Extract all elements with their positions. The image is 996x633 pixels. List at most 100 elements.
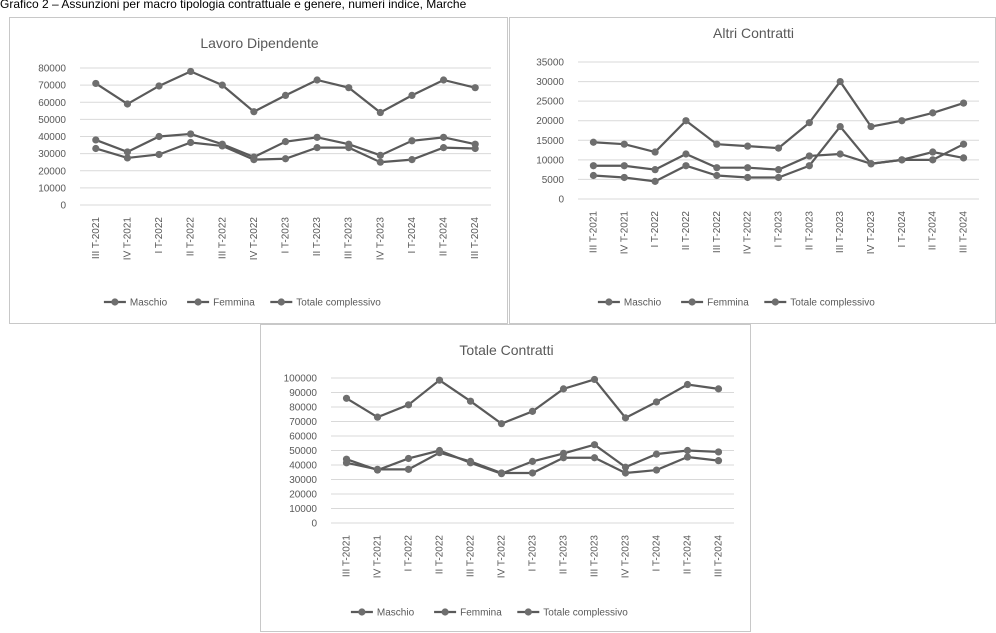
- data-point-femmina: [342, 459, 351, 467]
- data-point-maschio: [929, 156, 937, 164]
- data-point-totale-complessivo: [187, 67, 195, 76]
- y-tick-label: 70000: [38, 81, 66, 92]
- data-point-totale-complessivo: [250, 108, 258, 116]
- data-point-femmina: [682, 150, 690, 158]
- legend-label-femmina: Femmina: [460, 608, 502, 619]
- y-tick-label: 80000: [289, 403, 317, 414]
- y-tick-label: 0: [60, 201, 66, 212]
- data-point-totale-complessivo: [713, 140, 721, 148]
- figure-caption: Grafico 2 – Assunzioni per macro tipolog…: [0, 0, 467, 11]
- data-point-femmina: [744, 164, 752, 172]
- x-tick-label: III T-2022: [712, 211, 723, 254]
- legend-label-femmina: Femmina: [213, 298, 255, 309]
- data-point-femmina: [313, 144, 321, 152]
- data-point-totale-complessivo: [373, 413, 382, 421]
- data-point-maschio: [590, 441, 599, 449]
- x-tick-label: II T-2023: [804, 211, 815, 251]
- y-tick-label: 20000: [38, 166, 66, 177]
- data-point-totale-complessivo: [929, 109, 937, 117]
- x-tick-label: II T-2024: [683, 535, 694, 575]
- x-tick-label: I T-2022: [404, 535, 415, 572]
- y-tick-label: 0: [311, 519, 317, 530]
- chart-svg: Altri Contratti 0 5000 10000 15000 20000 25000…: [536, 25, 979, 309]
- data-point-maschio: [774, 173, 783, 182]
- data-point-femmina: [435, 449, 444, 457]
- x-tick-label: IV T-2021: [619, 211, 630, 255]
- data-point-femmina: [376, 158, 384, 166]
- x-tick-label: I T-2022: [154, 217, 165, 254]
- legend-marker-femmina: [441, 608, 449, 616]
- data-point-femmina: [683, 453, 692, 461]
- x-tick-label: IV T-2023: [621, 535, 632, 579]
- data-point-totale-complessivo: [376, 108, 384, 117]
- data-point-maschio: [187, 130, 195, 138]
- data-point-totale-complessivo: [345, 84, 353, 92]
- legend-marker-femmina: [194, 298, 202, 306]
- series-line-totale-complessivo: [345, 378, 719, 425]
- data-point-femmina: [651, 166, 659, 174]
- y-tick-label: 10000: [536, 155, 564, 166]
- y-tick-label: 20000: [536, 116, 564, 127]
- data-point-totale-complessivo: [744, 142, 752, 150]
- x-tick-label: II T-2022: [681, 211, 692, 251]
- data-point-totale-complessivo: [218, 81, 226, 89]
- data-point-femmina: [439, 144, 448, 152]
- data-point-totale-complessivo: [497, 420, 506, 428]
- data-point-totale-complessivo: [92, 79, 100, 88]
- data-point-totale-complessivo: [123, 100, 132, 108]
- data-point-femmina: [528, 469, 537, 477]
- y-tick-label: 50000: [289, 446, 317, 457]
- legend-label-maschio: Maschio: [624, 298, 662, 309]
- data-point-maschio: [155, 132, 163, 141]
- y-tick-label: 60000: [289, 432, 317, 443]
- data-point-totale-complessivo: [620, 140, 628, 148]
- data-point-totale-complessivo: [621, 414, 630, 422]
- chart-lavoro-dipendente: Lavoro Dipendente 0 10000 20000 30000 40000 50…: [9, 17, 508, 324]
- data-point-maschio: [836, 122, 844, 131]
- x-tick-label: IV T-2022: [743, 211, 754, 255]
- x-tick-label: IV T-2021: [373, 535, 384, 579]
- data-point-femmina: [123, 154, 132, 162]
- data-point-maschio: [652, 450, 661, 458]
- legend-marker-maschio: [605, 298, 613, 306]
- data-point-femmina: [559, 454, 568, 462]
- x-tick-label: I T-2023: [528, 535, 539, 572]
- data-point-femmina: [714, 457, 723, 465]
- data-point-maschio: [621, 463, 630, 471]
- chart-svg: Lavoro Dipendente 0 10000 20000 30000 40000 50…: [38, 35, 491, 309]
- y-tick-label: 30000: [38, 149, 66, 160]
- legend-marker-totale-complessivo: [771, 298, 779, 306]
- data-point-totale-complessivo: [589, 138, 598, 146]
- x-tick-label: III T-2021: [91, 217, 102, 260]
- data-point-maschio: [123, 148, 132, 156]
- data-point-totale-complessivo: [155, 82, 163, 90]
- data-point-totale-complessivo: [408, 91, 416, 99]
- data-point-femmina: [187, 138, 195, 147]
- x-tick-label: III T-2023: [344, 217, 355, 260]
- data-point-femmina: [652, 466, 661, 474]
- y-tick-label: 25000: [536, 97, 564, 108]
- data-point-maschio: [651, 177, 659, 185]
- legend-label-maschio: Maschio: [130, 298, 168, 309]
- data-point-maschio: [805, 162, 813, 170]
- data-point-totale-complessivo: [805, 119, 813, 127]
- data-point-femmina: [805, 152, 813, 160]
- y-tick-label: 15000: [536, 136, 564, 147]
- x-tick-label: II T-2024: [439, 217, 450, 257]
- data-point-femmina: [404, 465, 413, 473]
- chart-totale-contratti: Totale Contratti 0 10000 20000 30000 40000 500…: [260, 324, 751, 632]
- x-tick-label: III T-2023: [835, 211, 846, 254]
- legend-marker-totale-complessivo: [277, 298, 285, 306]
- x-tick-label: I T-2024: [652, 535, 663, 572]
- y-tick-label: 40000: [289, 461, 317, 472]
- data-point-maschio: [620, 173, 628, 182]
- x-tick-label: III T-2022: [217, 217, 228, 260]
- data-point-maschio: [281, 138, 290, 146]
- data-point-totale-complessivo: [652, 398, 661, 406]
- data-point-maschio: [589, 171, 598, 180]
- series-line-totale-complessivo: [593, 79, 964, 154]
- data-point-totale-complessivo: [439, 76, 448, 84]
- x-tick-label: III T-2024: [959, 211, 970, 254]
- legend-label-totale-complessivo: Totale complessivo: [790, 298, 875, 309]
- y-tick-label: 100000: [284, 374, 318, 385]
